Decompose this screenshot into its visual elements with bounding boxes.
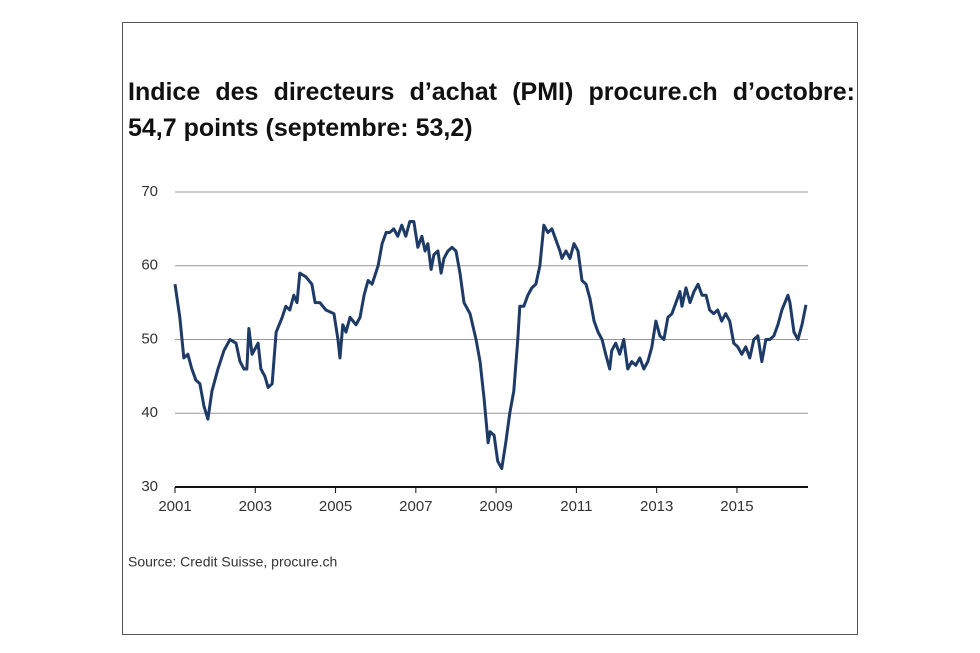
y-tick-label: 60 <box>141 257 158 274</box>
x-tick-label: 2001 <box>158 498 191 515</box>
x-tick-label: 2007 <box>399 498 432 515</box>
x-tick-label: 2013 <box>640 498 673 515</box>
data-line <box>173 220 808 471</box>
x-tick-label: 2015 <box>720 498 753 515</box>
frame <box>122 22 858 635</box>
x-tick-label: 2011 <box>560 498 592 515</box>
x-tick-label: 2003 <box>239 498 272 515</box>
source-note: Source: Credit Suisse, procure.ch <box>128 554 337 570</box>
x-tick-label: 2005 <box>319 498 352 515</box>
y-tick-label: 30 <box>141 478 158 495</box>
x-tick-label: 2009 <box>479 498 512 515</box>
y-tick-label: 50 <box>141 330 158 347</box>
chart-title: Indice des directeurs d’achat (PMI) proc… <box>128 78 855 142</box>
y-tick-label: 70 <box>141 183 158 200</box>
y-tick-label: 40 <box>141 404 158 421</box>
